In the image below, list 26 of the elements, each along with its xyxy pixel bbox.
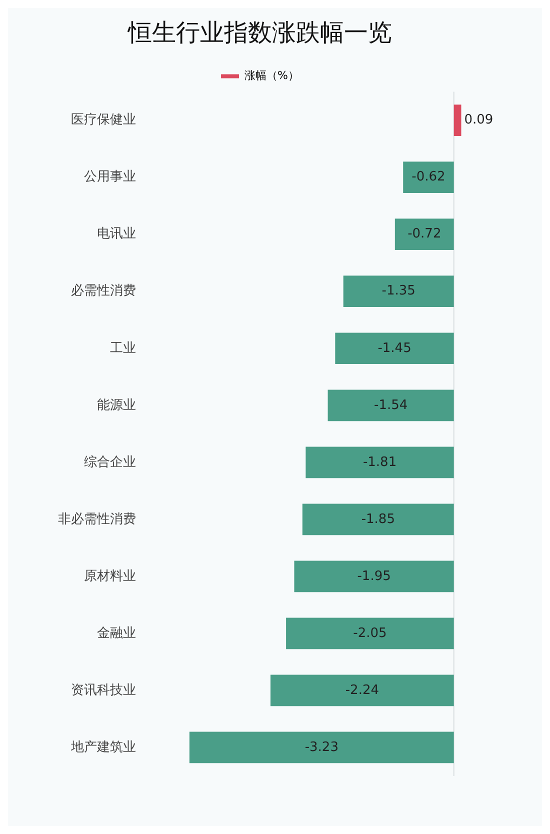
data-label: -2.05 — [353, 626, 387, 641]
y-tick-label: 能源业 — [97, 398, 136, 413]
y-tick-label: 资讯科技业 — [71, 682, 136, 698]
data-label: -1.81 — [362, 454, 397, 470]
data-label: 0.09 — [464, 112, 494, 128]
y-tick-label: 公用事业 — [84, 170, 136, 185]
data-label: -0.62 — [412, 170, 446, 185]
y-tick-label: 原材料业 — [84, 568, 136, 584]
y-tick-label: 金融业 — [97, 626, 136, 641]
data-label: -1.54 — [374, 398, 408, 413]
data-label: -1.45 — [378, 340, 412, 356]
data-label: -3.23 — [304, 740, 338, 755]
y-tick-label: 综合企业 — [84, 454, 136, 470]
data-label: -1.35 — [382, 284, 416, 299]
y-tick-label: 工业 — [110, 340, 136, 356]
y-tick-label: 非必需性消费 — [58, 512, 136, 527]
y-tick-label: 医疗保健业 — [71, 112, 136, 128]
legend-label: 涨幅（%） — [244, 69, 299, 82]
chart-title: 恒生行业指数涨跌幅一览 — [127, 18, 392, 47]
y-tick-label: 必需性消费 — [71, 284, 136, 299]
data-label: -2.24 — [345, 682, 379, 698]
y-tick-label: 电讯业 — [97, 226, 136, 242]
data-label: -1.95 — [357, 568, 391, 584]
y-tick-label: 地产建筑业 — [70, 740, 136, 755]
data-label: -0.72 — [408, 226, 442, 242]
data-label: -1.85 — [361, 512, 395, 527]
